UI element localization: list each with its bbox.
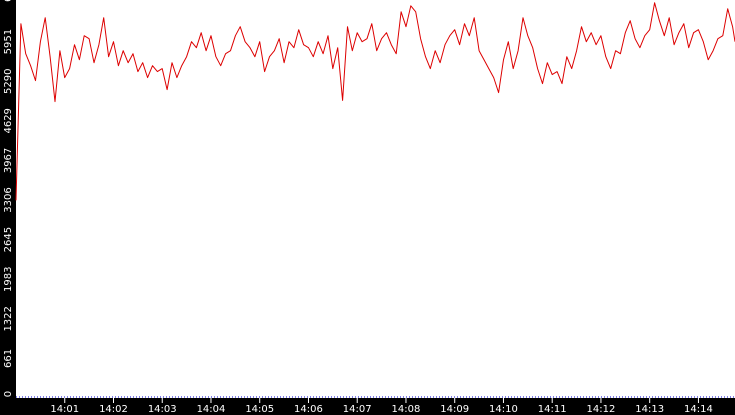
x-tick-label: 14:01 bbox=[50, 404, 79, 415]
plot-area bbox=[16, 0, 735, 398]
y-tick-label: 1322 bbox=[3, 306, 14, 331]
x-tick-label: 14:07 bbox=[343, 404, 372, 415]
x-tick-label: 14:03 bbox=[148, 404, 177, 415]
y-tick-label: 2645 bbox=[3, 227, 14, 252]
y-tick-label: 3967 bbox=[3, 148, 14, 173]
x-tick-label: 14:08 bbox=[392, 404, 421, 415]
x-tick-label: 14:12 bbox=[587, 404, 616, 415]
x-tick-label: 14:09 bbox=[440, 404, 469, 415]
y-tick-label: 4629 bbox=[3, 108, 14, 133]
x-tick-label: 14:05 bbox=[245, 404, 274, 415]
y-tick-label: 0 bbox=[3, 391, 14, 397]
y-tick-label: 6613 bbox=[3, 0, 14, 2]
y-tick-label: 3306 bbox=[3, 187, 14, 212]
x-tick-label: 14:02 bbox=[99, 404, 128, 415]
x-axis: 14:01 14:02 14:03 14:04 14:05 14:06 14:07 14:08… bbox=[50, 398, 713, 415]
x-tick-label: 14:13 bbox=[635, 404, 664, 415]
series-layer bbox=[15, 2, 735, 201]
y-tick-label: 661 bbox=[3, 349, 14, 368]
x-tick-label: 14:14 bbox=[684, 404, 713, 415]
series-line bbox=[15, 2, 735, 201]
x-tick-label: 14:04 bbox=[197, 404, 226, 415]
y-tick-label: 1983 bbox=[3, 267, 14, 292]
x-tick-label: 14:11 bbox=[538, 404, 567, 415]
x-tick-label: 14:10 bbox=[489, 404, 518, 415]
y-tick-label: 5290 bbox=[3, 68, 14, 93]
x-tick-label: 14:06 bbox=[294, 404, 323, 415]
y-tick-label: 5951 bbox=[3, 29, 14, 54]
y-axis: 0 661 1322 1983 2645 3306 3967 4629 5290 5951 6613 bbox=[3, 0, 14, 397]
